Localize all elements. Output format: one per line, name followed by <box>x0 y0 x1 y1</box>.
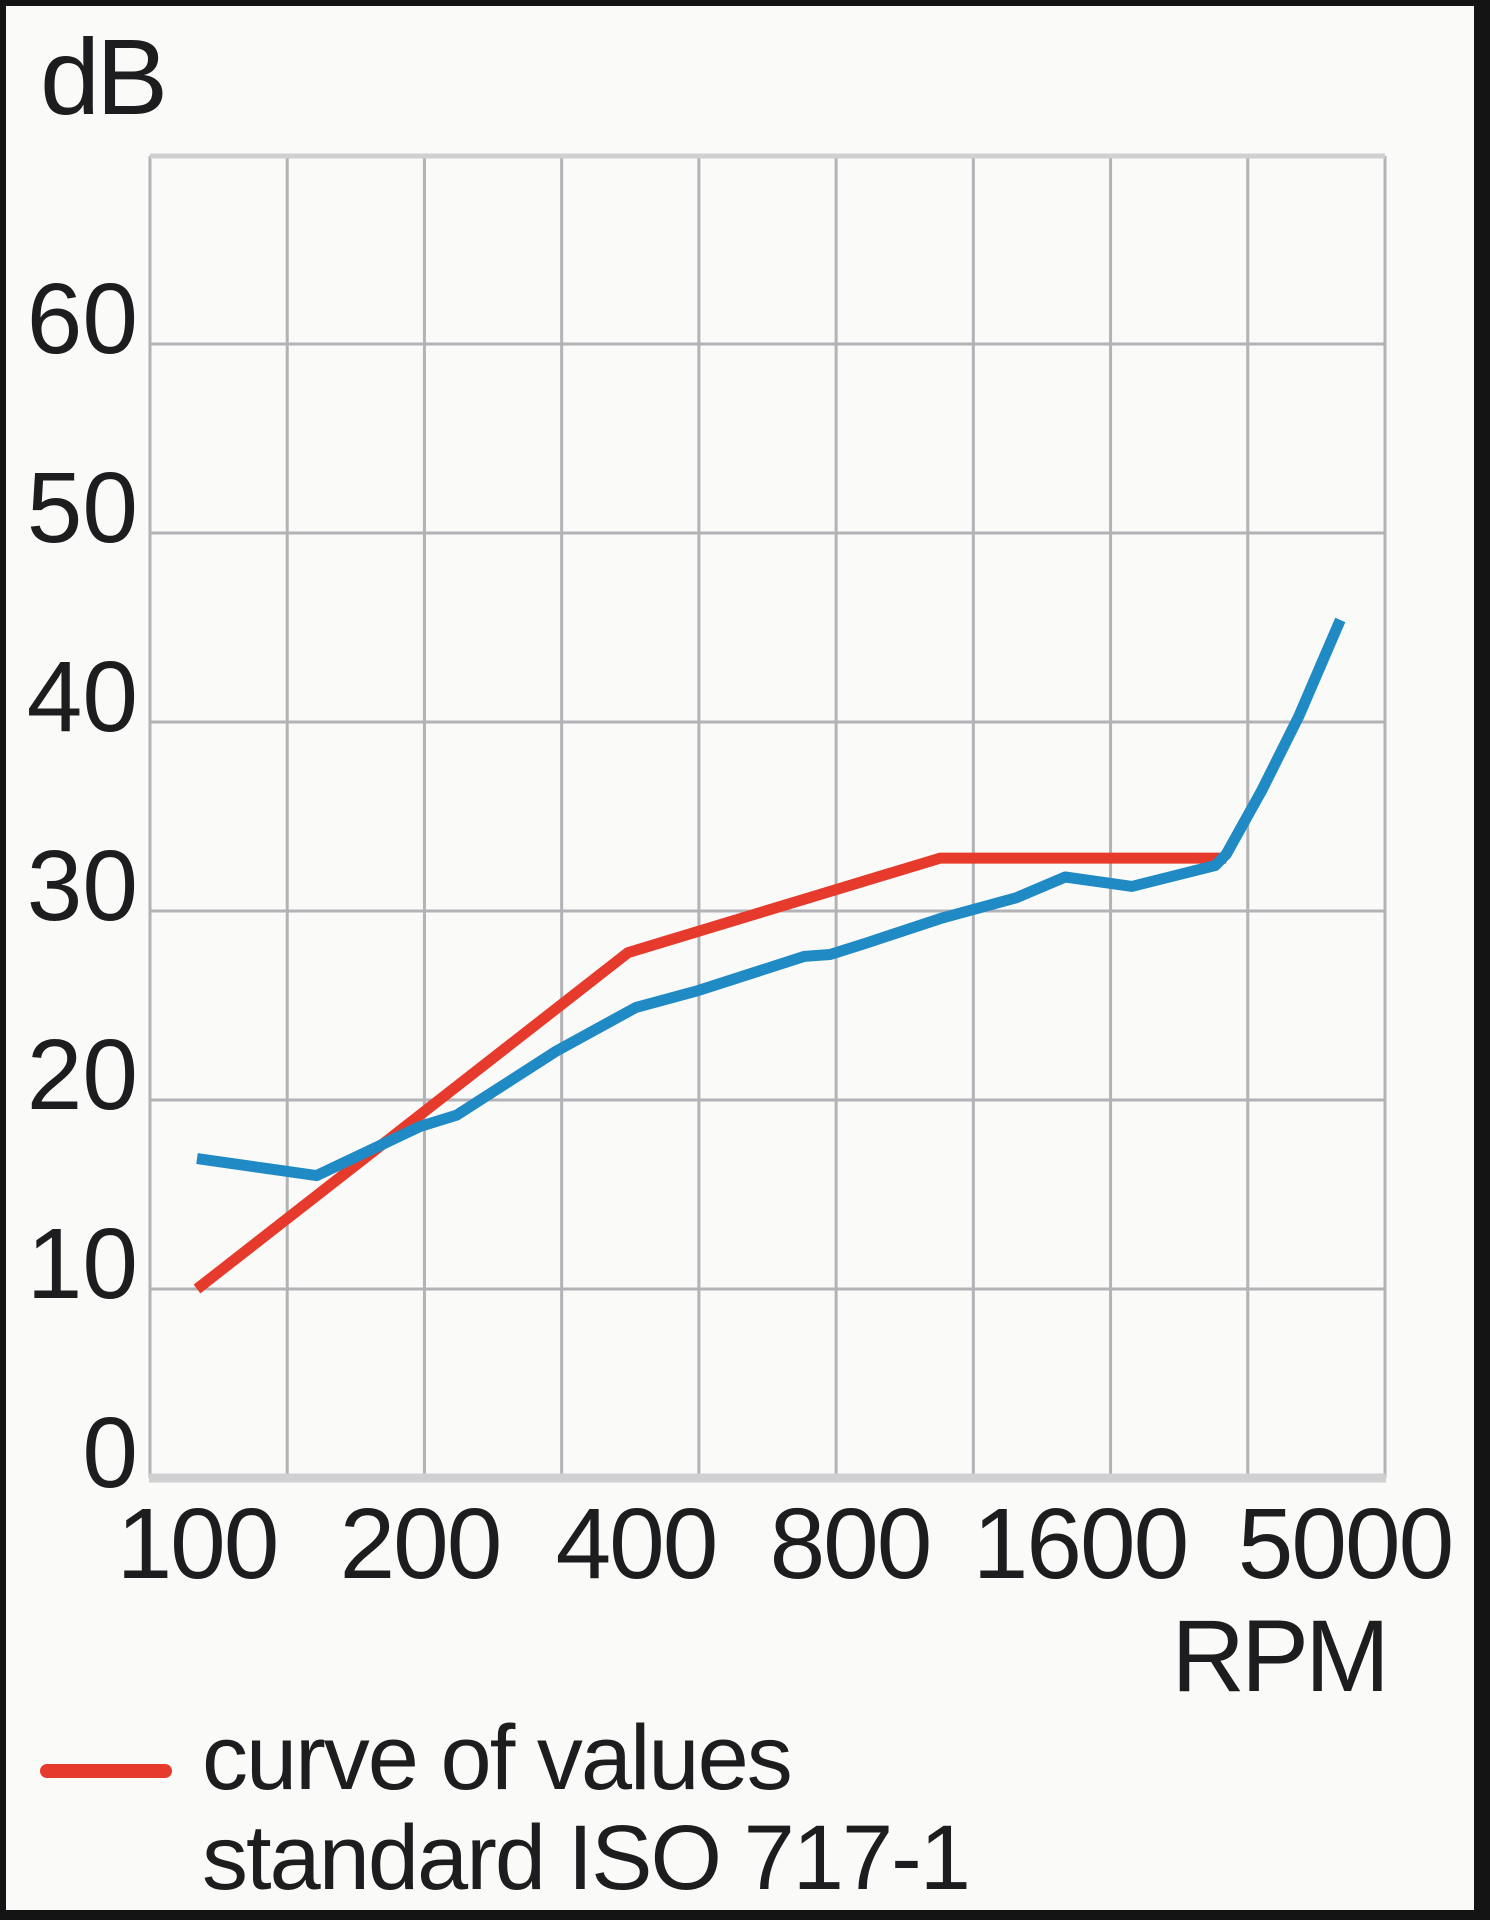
x-tick-label-200: 200 <box>340 1488 501 1600</box>
legend-label-line2: standard ISO 717-1 <box>202 1807 971 1909</box>
series-line-reference <box>193 852 1227 1294</box>
x-axis-unit-label: RPM <box>1171 1599 1390 1713</box>
y-tick-label-50: 50 <box>27 452 138 564</box>
reference-curve-line-swatch <box>40 1764 172 1778</box>
y-axis-unit-label: dB <box>40 16 168 137</box>
y-tick-label-10: 10 <box>27 1208 138 1320</box>
x-tick-label-5000: 5000 <box>1238 1488 1452 1600</box>
y-tick-label-60: 60 <box>27 263 138 375</box>
legend-label-line1: curve of values <box>202 1707 793 1809</box>
y-tick-label-40: 40 <box>27 641 138 753</box>
y-tick-label-20: 20 <box>27 1019 138 1131</box>
x-tick-label-400: 400 <box>556 1488 717 1600</box>
x-tick-label-800: 800 <box>770 1488 931 1600</box>
x-tick-label-1600: 1600 <box>973 1488 1187 1600</box>
series-line-reference <box>196 617 1346 1182</box>
x-tick-label-100: 100 <box>117 1488 278 1600</box>
y-tick-label-0: 0 <box>82 1397 138 1509</box>
y-tick-label-30: 30 <box>27 830 138 942</box>
